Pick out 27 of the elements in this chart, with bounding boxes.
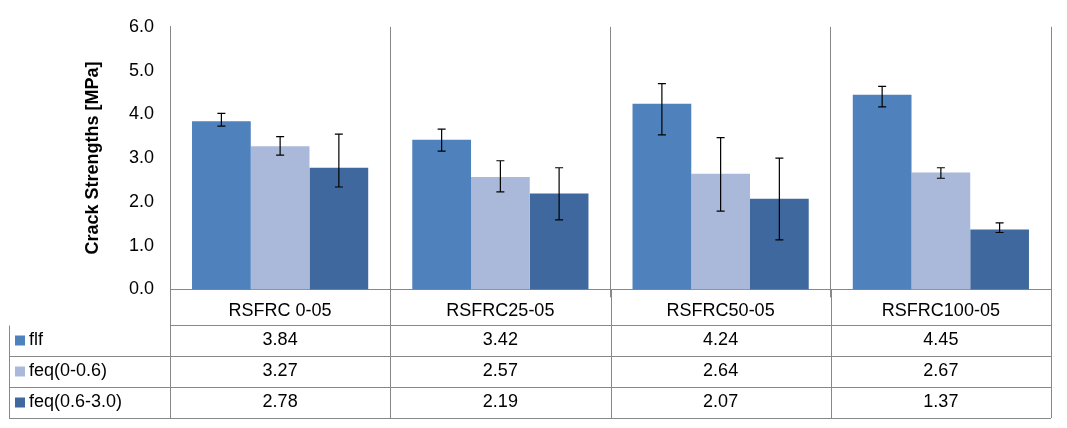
data-label: 3.42 <box>482 329 518 350</box>
x-tick-label: RSFRC100-05 <box>881 300 1000 321</box>
y-axis-title: Crack Strengths [MPa] <box>81 61 102 255</box>
data-label: 4.24 <box>703 329 739 350</box>
y-tick-label: 3.0 <box>128 147 154 168</box>
y-tick-label: 6.0 <box>128 15 154 36</box>
x-tick-label: RSFRC25-05 <box>446 300 555 321</box>
y-tick-label: 0.0 <box>128 278 154 299</box>
data-label: 2.64 <box>703 360 739 381</box>
x-tick-label: RSFRC50-05 <box>666 300 775 321</box>
data-label: 4.45 <box>923 329 959 350</box>
data-label: 2.19 <box>482 391 518 412</box>
y-tick-label: 2.0 <box>128 190 154 211</box>
data-label: 2.78 <box>262 391 298 412</box>
data-label: 3.84 <box>262 329 298 350</box>
data-label: 1.37 <box>923 391 959 412</box>
legend-label: feq(0.6-3.0) <box>29 391 123 412</box>
y-tick-label: 1.0 <box>128 234 154 255</box>
y-tick-label: 4.0 <box>128 103 154 124</box>
data-label: 3.27 <box>262 360 298 381</box>
x-tick-label: RSFRC 0-05 <box>228 300 332 321</box>
legend-label: flf <box>29 329 44 350</box>
data-label: 2.67 <box>923 360 959 381</box>
data-label: 2.57 <box>482 360 518 381</box>
y-tick-label: 5.0 <box>128 59 154 80</box>
legend-label: feq(0-0.6) <box>29 360 108 381</box>
data-label: 2.07 <box>703 391 739 412</box>
